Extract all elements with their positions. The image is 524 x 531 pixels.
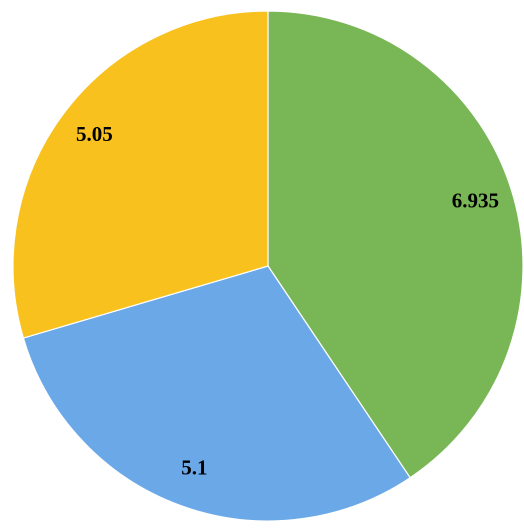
pie-slice [22,265,411,522]
pie-slice [12,10,269,339]
data-label: 5.05 [76,122,113,146]
data-label: 5.1 [181,456,207,480]
pie-slice [267,10,524,479]
data-label: 6.935 [452,189,499,213]
